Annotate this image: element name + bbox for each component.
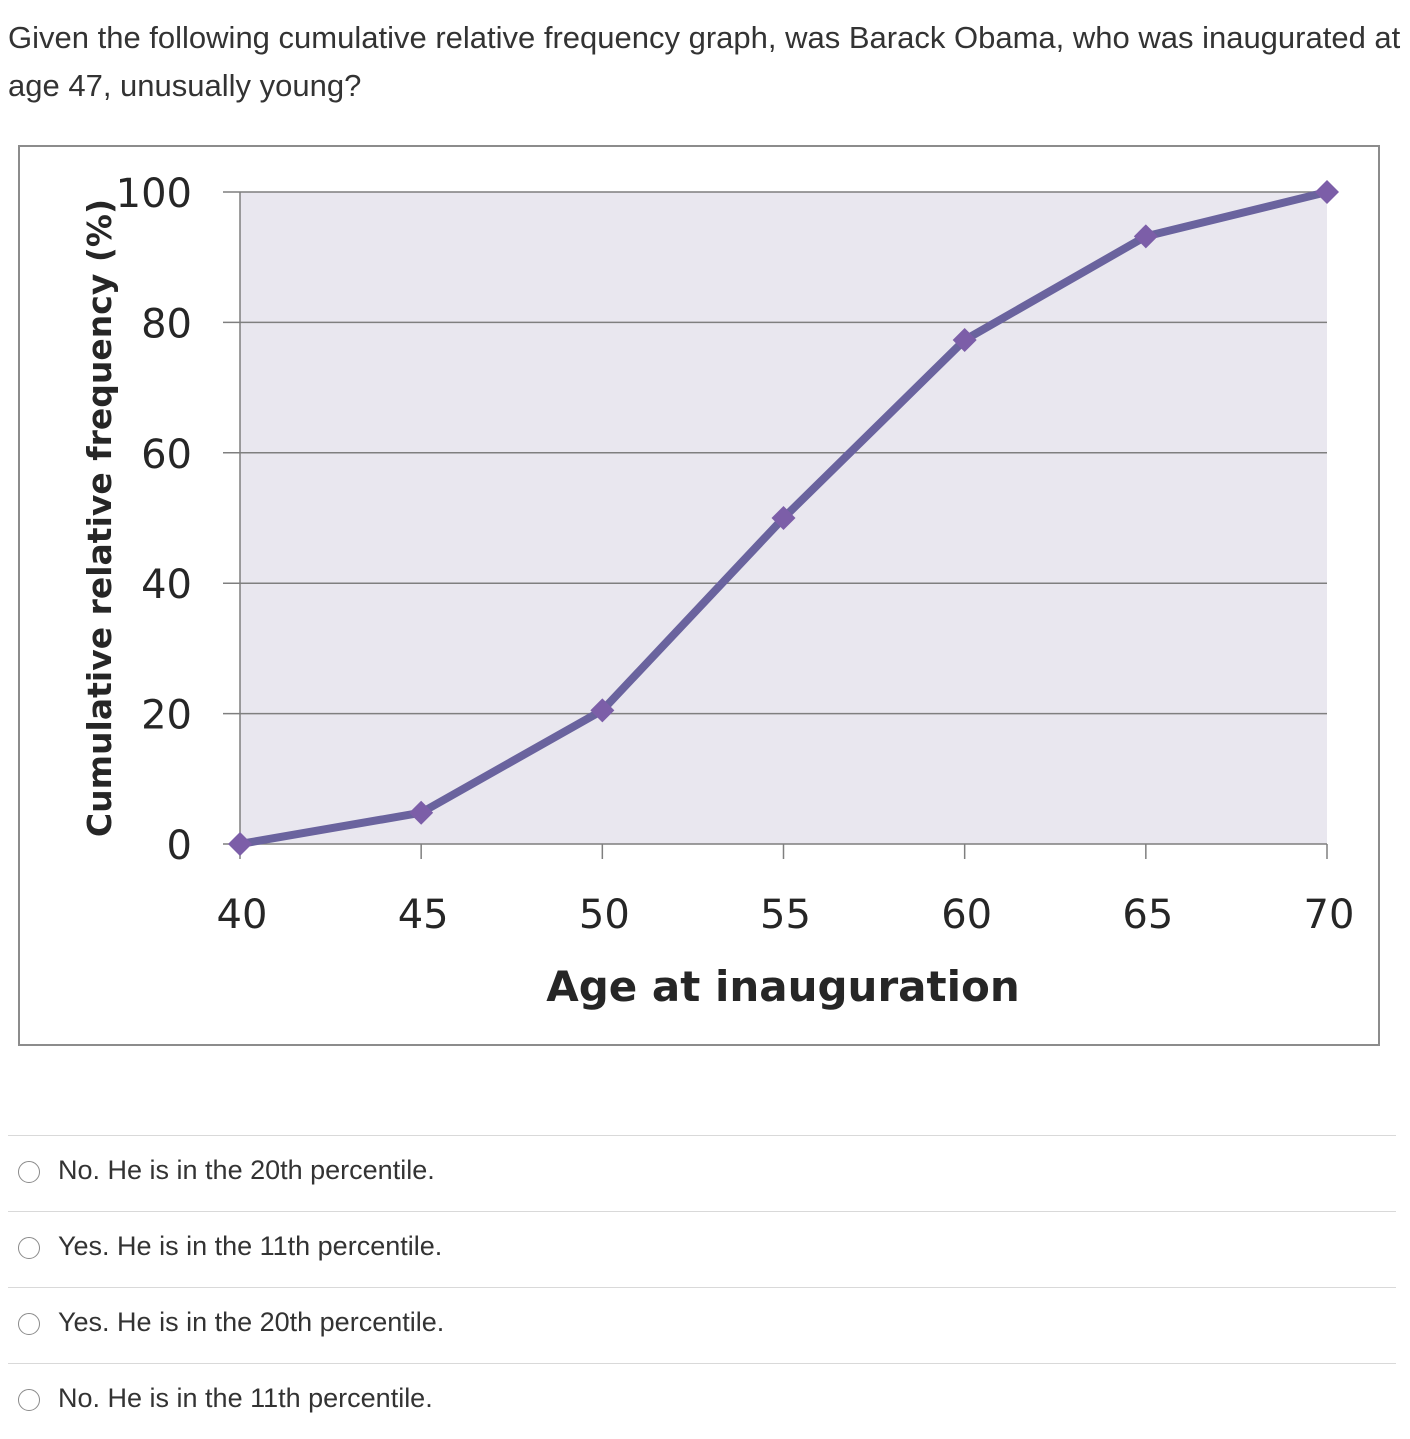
y-axis-title: Cumulative relative frequency (%) [80, 199, 119, 837]
radio-button[interactable] [18, 1237, 40, 1259]
data-point-marker [952, 328, 977, 353]
answer-label: No. He is in the 11th percentile. [58, 1383, 433, 1413]
x-axis-title: Age at inauguration [546, 962, 1020, 1011]
x-tick-label: 65 [1122, 892, 1173, 938]
x-tick-label: 50 [579, 892, 630, 938]
y-tick-label: 100 [116, 171, 192, 217]
x-tick-label: 55 [760, 892, 811, 938]
answer-option-1[interactable]: No. He is in the 20th percentile. [8, 1135, 1396, 1211]
y-tick-label: 40 [141, 562, 192, 608]
answer-option-4[interactable]: No. He is in the 11th percentile. [8, 1363, 1396, 1439]
answer-option-2[interactable]: Yes. He is in the 11th percentile. [8, 1211, 1396, 1287]
data-point-marker [1315, 180, 1339, 204]
answer-label: No. He is in the 20th percentile. [58, 1155, 435, 1185]
data-point-marker [1133, 224, 1158, 249]
data-point-marker [409, 800, 434, 825]
radio-button[interactable] [18, 1313, 40, 1335]
cumulative-frequency-chart: 0 20 40 60 80 100 40 45 50 55 60 65 70 Age at inaugur… [80, 171, 1355, 1011]
radio-button[interactable] [18, 1161, 40, 1183]
y-tick-label: 20 [141, 693, 192, 739]
answer-list: No. He is in the 20th percentile. Yes. H… [8, 1135, 1396, 1439]
answer-label: Yes. He is in the 20th percentile. [58, 1307, 445, 1337]
x-tick-label: 40 [217, 892, 268, 938]
x-tick-label: 70 [1304, 892, 1355, 938]
x-tick-label: 60 [941, 892, 992, 938]
data-point-marker [771, 506, 796, 530]
question-text: Given the following cumulative relative … [8, 20, 1401, 103]
y-tick-label: 60 [141, 432, 192, 478]
y-tick-label: 0 [167, 823, 192, 869]
data-point-marker [228, 832, 252, 856]
y-tick-label: 80 [141, 301, 192, 347]
radio-button[interactable] [18, 1389, 40, 1411]
x-tick-label: 45 [398, 892, 449, 938]
answer-option-3[interactable]: Yes. He is in the 20th percentile. [8, 1287, 1396, 1363]
answer-label: Yes. He is in the 11th percentile. [58, 1231, 443, 1261]
chart-frame: 0 20 40 60 80 100 40 45 50 55 60 65 70 Age at inaugur… [18, 145, 1380, 1046]
data-point-marker [590, 698, 615, 723]
